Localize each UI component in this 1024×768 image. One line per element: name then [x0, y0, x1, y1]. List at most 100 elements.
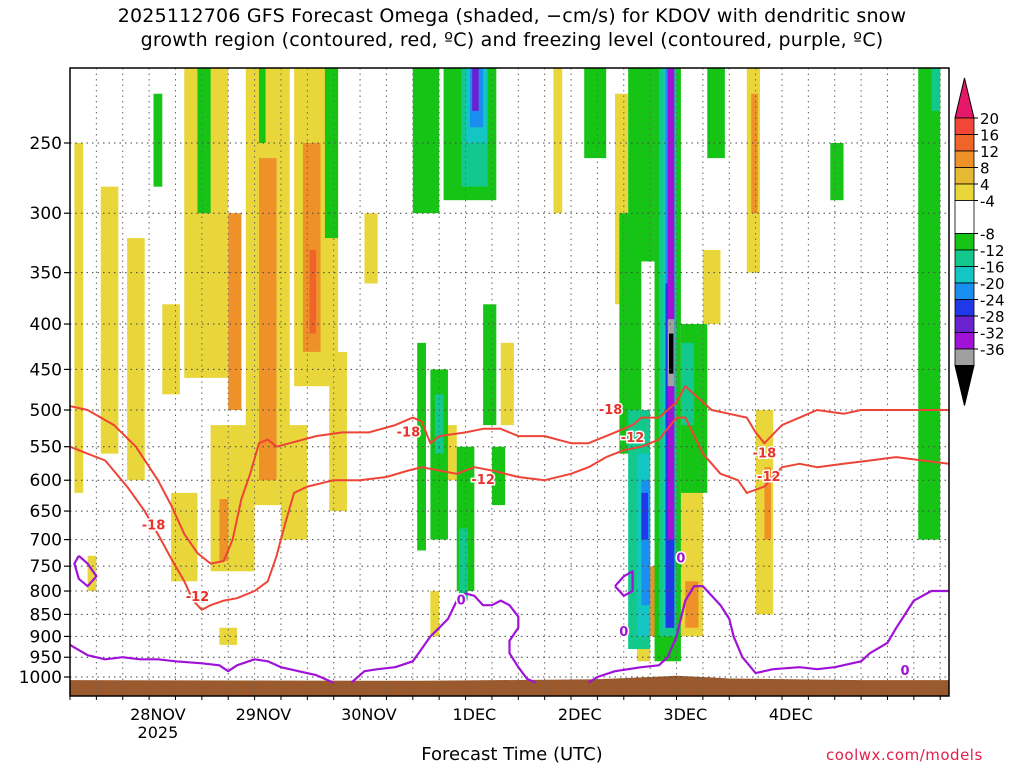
omega-cell	[447, 425, 457, 481]
x-axis-title: Forecast Time (UTC)	[421, 744, 603, 765]
contour-label: -12	[757, 470, 781, 485]
colorbar-bin	[954, 134, 975, 152]
y-tick-label: 500	[30, 401, 62, 421]
y-tick-label: 750	[30, 557, 62, 577]
omega-cell	[412, 68, 440, 214]
colorbar-label: -24	[980, 292, 1005, 310]
y-tick-label: 400	[30, 315, 62, 335]
omega-cell	[680, 342, 695, 426]
omega-cell	[491, 446, 506, 506]
y-tick-label: 900	[30, 627, 62, 647]
omega-cell	[751, 93, 758, 214]
colorbar-label: -32	[980, 325, 1005, 343]
colorbar-bin	[954, 282, 975, 300]
colorbar-label: -36	[980, 341, 1005, 359]
contour-label: -18	[599, 403, 623, 418]
colorbar-label: 4	[980, 176, 990, 194]
omega-cell	[324, 68, 339, 239]
omega-cell	[702, 249, 721, 325]
omega-cell	[641, 480, 651, 606]
y-tick-label: 800	[30, 582, 62, 602]
freezing-level-contour	[614, 570, 634, 597]
colorbar-bin	[954, 183, 975, 201]
gridlines	[70, 68, 949, 696]
colorbar-bin	[954, 167, 975, 185]
omega-cell	[219, 627, 238, 645]
y-tick-label: 1000	[19, 668, 62, 688]
colorbar-bin	[954, 332, 975, 350]
omega-cell	[830, 143, 844, 201]
contour-label: -18	[142, 519, 166, 534]
y-tick-label: 550	[30, 438, 62, 458]
colorbar-bin	[954, 150, 975, 168]
contour-label: -18	[397, 425, 421, 440]
omega-cell	[685, 581, 699, 628]
omega-cell	[197, 68, 211, 214]
omega-cell	[417, 342, 426, 551]
freezing-level-contour	[350, 592, 537, 684]
contour-label: -12	[186, 590, 210, 605]
omega-cell	[584, 68, 607, 159]
x-tick-label: 2DEC	[558, 705, 602, 724]
contour-labels-layer: -18 -12 -18 -12 -18 -12 -18 -12 0 0 0 0	[140, 402, 911, 681]
colorbar-label: 20	[980, 110, 999, 128]
omega-cell	[430, 591, 440, 637]
y-tick-label: 350	[30, 264, 62, 284]
omega-cell	[258, 68, 266, 144]
colorbar-label: -8	[980, 226, 995, 244]
dgz-contour-minus12	[70, 416, 949, 611]
omega-cell	[619, 213, 642, 454]
omega-cell	[228, 213, 242, 410]
y-tick-label: 300	[30, 204, 62, 224]
contour-label: 0	[901, 664, 910, 679]
colorbar-label: -16	[980, 259, 1005, 277]
colorbar-label: -12	[980, 242, 1005, 260]
colorbar-bin	[954, 266, 975, 284]
omega-cell	[458, 528, 468, 601]
omega-cell	[628, 68, 655, 262]
x-tick-label: 28NOV	[130, 705, 186, 724]
omega-cell	[669, 333, 674, 374]
y-tick-label: 600	[30, 471, 62, 491]
chart-title: 2025112706 GFS Forecast Omega (shaded, −…	[0, 4, 1024, 52]
colorbar-bin	[954, 348, 975, 366]
colorbar-label: 8	[980, 160, 990, 178]
omega-cell	[667, 68, 675, 540]
omega-cell	[153, 93, 163, 187]
colorbar-bin	[954, 117, 975, 135]
omega-cell	[364, 213, 378, 284]
credit-text: coolwx.com/models	[826, 746, 983, 764]
omega-cell	[74, 143, 84, 493]
omega-cell	[434, 394, 444, 454]
freezing-level-contour	[588, 585, 949, 684]
colorbar-bin	[954, 200, 975, 234]
y-axis: 2503003504004505005506006507007508008509…	[19, 134, 70, 688]
colorbar-bin	[954, 315, 975, 333]
x-tick-label: 3DEC	[663, 705, 707, 724]
omega-shading-layer	[74, 68, 941, 662]
omega-cell	[707, 68, 725, 159]
y-tick-label: 700	[30, 531, 62, 551]
y-tick-label: 450	[30, 360, 62, 380]
colorbar-label: 12	[980, 143, 999, 161]
colorbar-label: -20	[980, 275, 1005, 293]
y-tick-label: 950	[30, 648, 62, 668]
omega-cell	[162, 304, 180, 395]
omega-cell	[258, 158, 277, 481]
omega-cell	[472, 68, 479, 111]
contour-label: -18	[753, 447, 777, 462]
freezing-level-contour	[70, 643, 335, 684]
x-tick-label: 4DEC	[769, 705, 813, 724]
freezing-level-contour	[73, 554, 98, 588]
plot-frame	[69, 67, 950, 697]
omega-cell	[127, 238, 145, 481]
y-tick-label: 850	[30, 605, 62, 625]
x-tick-label: 29NOV	[236, 705, 292, 724]
colorbar-label: -4	[980, 193, 995, 211]
colorbar-bin	[954, 299, 975, 317]
colorbar-bin	[954, 249, 975, 267]
contour-label: -12	[471, 473, 495, 488]
